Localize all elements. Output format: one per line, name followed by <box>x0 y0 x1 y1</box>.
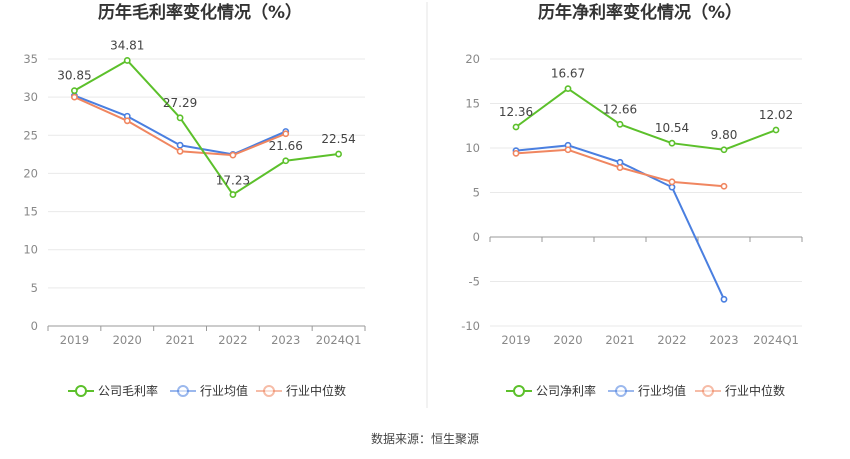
y-tick-label: 0 <box>31 319 38 333</box>
y-tick-label: 35 <box>23 52 38 66</box>
data-label: 17.23 <box>216 174 250 188</box>
data-label: 10.54 <box>655 121 689 135</box>
data-label: 12.02 <box>759 108 793 122</box>
data-point <box>71 87 78 95</box>
legend-marker <box>513 385 525 397</box>
gross-margin-chart: 历年毛利率变化情况（%） 0 5 10 15 20 25 30 35 2019 2020 2021 20… <box>23 2 366 398</box>
data-point <box>616 158 624 166</box>
x-tick-label: 2024Q1 <box>316 333 362 347</box>
data-point <box>668 178 676 186</box>
data-label: 9.80 <box>711 128 738 142</box>
data-point <box>335 150 342 158</box>
legend-marker <box>702 385 714 397</box>
data-point <box>123 57 131 64</box>
data-point <box>229 151 237 159</box>
x-tick-label: 2019 <box>60 333 89 347</box>
x-tick-label: 2020 <box>113 333 142 347</box>
legend-label: 公司净利率 <box>536 383 596 398</box>
legend-label: 行业均值 <box>638 383 686 398</box>
data-point <box>720 182 728 190</box>
data-point <box>564 85 572 93</box>
data-source-note: 数据来源：恒生聚源 <box>371 431 479 446</box>
data-point <box>282 157 290 165</box>
data-point <box>772 126 780 134</box>
x-tick-label: 2020 <box>553 333 582 347</box>
x-tick-label: 2022 <box>657 333 686 347</box>
x-tick-label: 2021 <box>605 333 634 347</box>
x-tick-label: 2019 <box>501 333 530 347</box>
data-point <box>616 120 624 128</box>
y-tick-label: -5 <box>469 275 480 289</box>
data-label: 21.66 <box>269 139 303 153</box>
legend-label: 行业中位数 <box>725 383 785 398</box>
data-point <box>282 130 290 138</box>
data-label: 34.81 <box>110 38 144 52</box>
data-label: 27.29 <box>163 96 197 110</box>
data-point <box>564 146 572 154</box>
data-point <box>71 93 78 101</box>
data-label: 16.67 <box>551 67 585 81</box>
legend-marker <box>615 385 627 397</box>
x-tick-label: 2023 <box>709 333 738 347</box>
y-tick-label: 15 <box>23 205 38 219</box>
y-tick-label: 25 <box>23 128 38 142</box>
chart-title: 历年毛利率变化情况（%） <box>98 2 302 23</box>
x-tick-label: 2022 <box>218 333 247 347</box>
legend-label: 行业均值 <box>200 383 248 398</box>
data-point <box>176 141 184 149</box>
y-tick-label: 5 <box>473 186 480 200</box>
data-point <box>229 191 237 198</box>
legend-marker <box>263 385 275 397</box>
legend-label: 行业中位数 <box>286 383 346 398</box>
x-tick-label: 2021 <box>165 333 194 347</box>
y-tick-label: 20 <box>23 166 38 180</box>
data-label: 12.66 <box>603 102 637 116</box>
y-tick-label: 10 <box>23 243 38 257</box>
y-tick-label: -10 <box>461 319 480 333</box>
legend-marker <box>177 385 189 397</box>
y-tick-label: 20 <box>465 52 480 66</box>
x-tick-label: 2024Q1 <box>753 333 799 347</box>
series-line <box>73 59 339 196</box>
legend-label: 公司毛利率 <box>98 383 158 398</box>
data-label: 30.85 <box>57 69 91 83</box>
x-tick-label: 2023 <box>271 333 300 347</box>
y-tick-label: 5 <box>31 281 38 295</box>
y-tick-label: 30 <box>23 90 38 104</box>
net-margin-chart: 历年净利率变化情况（%） -10 -5 0 5 10 15 20 2019 2020 2021 202… <box>461 2 803 398</box>
data-point <box>176 147 184 155</box>
y-tick-label: 15 <box>465 97 480 111</box>
data-point <box>720 146 728 154</box>
data-label: 22.54 <box>321 132 355 146</box>
y-tick-label: 10 <box>465 141 480 155</box>
chart-title: 历年净利率变化情况（%） <box>538 2 742 23</box>
y-tick-label: 0 <box>473 230 480 244</box>
data-point <box>720 295 728 303</box>
data-point <box>512 149 520 157</box>
legend-marker <box>75 385 87 397</box>
series-line <box>515 87 777 151</box>
data-label: 12.36 <box>499 105 533 119</box>
data-point <box>123 117 131 125</box>
data-point <box>668 139 676 147</box>
data-point <box>616 164 624 171</box>
data-point <box>176 114 184 122</box>
data-point <box>668 183 676 191</box>
data-point <box>512 123 520 131</box>
